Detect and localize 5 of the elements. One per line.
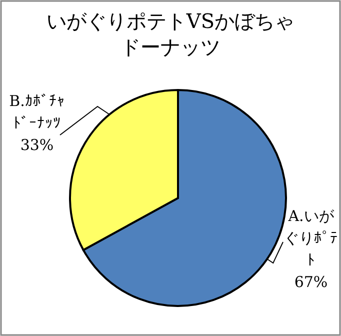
chart-title: いがぐりポテトVSかぼちゃドーナッツ	[45, 8, 296, 60]
data-label: 67%	[293, 272, 329, 293]
slice-label: B.ｶﾎﾞﾁｬﾄﾞｰﾅｯﾂ	[8, 91, 66, 134]
slice-label: A.いがぐりﾎﾟﾃﾄ	[284, 206, 338, 271]
data-label: 33%	[19, 135, 55, 156]
